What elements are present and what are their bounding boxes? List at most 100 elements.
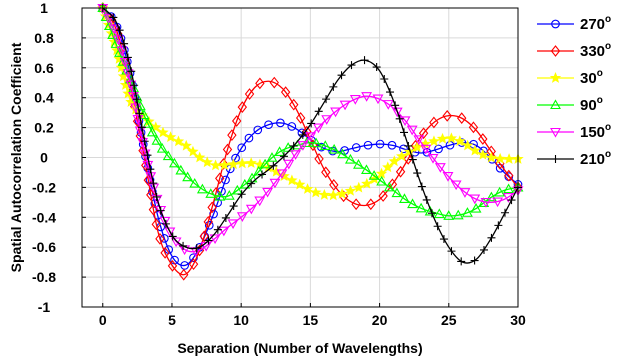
data-point <box>494 152 506 164</box>
data-point <box>420 144 432 155</box>
data-point <box>218 158 229 170</box>
data-point <box>480 198 492 208</box>
data-point <box>349 95 361 105</box>
data-point <box>507 196 516 205</box>
data-point <box>459 188 471 198</box>
data-point <box>428 135 440 147</box>
data-point <box>148 203 159 216</box>
data-point <box>120 39 129 48</box>
data-point <box>283 159 295 170</box>
series-90 <box>97 2 524 220</box>
data-point <box>403 153 413 165</box>
data-point <box>245 204 257 215</box>
legend-label: 90o <box>580 95 603 114</box>
data-point <box>289 98 299 111</box>
data-point <box>205 188 217 198</box>
data-point <box>319 140 331 150</box>
data-point <box>135 109 144 118</box>
data-point <box>221 175 230 185</box>
data-point <box>175 164 187 175</box>
data-point <box>204 220 214 230</box>
data-point <box>244 88 255 100</box>
x-tick-label: 10 <box>233 312 249 328</box>
data-point <box>470 256 479 265</box>
data-point <box>159 216 171 227</box>
legend-label: 270o <box>580 14 611 33</box>
y-axis-title: Spatial Autocorrelation Coefficient <box>8 42 24 272</box>
data-point <box>215 172 225 185</box>
data-point <box>150 121 162 133</box>
data-point <box>344 153 356 164</box>
data-point <box>146 165 155 174</box>
data-point <box>477 148 489 160</box>
data-point <box>280 86 291 98</box>
data-point <box>247 179 256 188</box>
data-point <box>351 198 361 211</box>
data-point <box>391 107 403 118</box>
data-point <box>231 115 242 127</box>
data-point <box>551 19 560 29</box>
y-tick-label: -1 <box>38 299 51 315</box>
data-point <box>469 194 481 205</box>
x-tick-label: 5 <box>168 312 176 328</box>
data-point <box>360 56 369 65</box>
data-point <box>503 153 515 164</box>
data-point <box>115 26 124 35</box>
data-point <box>168 157 180 168</box>
data-point <box>399 144 408 154</box>
data-point <box>361 177 373 189</box>
data-point <box>259 158 271 169</box>
data-point <box>399 193 410 203</box>
data-point <box>172 135 185 147</box>
y-tick-label: 0 <box>40 150 48 166</box>
data-point <box>337 71 346 80</box>
data-point <box>407 198 418 209</box>
data-point <box>329 82 338 91</box>
data-point <box>156 206 165 215</box>
legend-label-text: 30 <box>580 70 597 87</box>
data-point <box>450 180 462 191</box>
data-point <box>264 120 273 130</box>
data-point <box>255 77 265 90</box>
data-point <box>180 261 190 270</box>
data-point <box>161 219 170 228</box>
data-point <box>279 152 288 161</box>
data-point <box>468 121 479 134</box>
data-point <box>236 212 248 222</box>
data-point <box>378 190 388 202</box>
x-tick-label: 20 <box>372 312 388 328</box>
data-point <box>372 94 384 105</box>
data-point <box>366 198 376 211</box>
data-point <box>413 169 422 178</box>
data-point <box>314 153 324 165</box>
data-point <box>276 169 288 180</box>
data-point <box>406 125 418 136</box>
data-point <box>103 14 115 24</box>
data-point <box>227 129 237 142</box>
data-point <box>457 257 466 266</box>
data-point <box>487 233 496 242</box>
data-point <box>376 175 388 186</box>
data-point <box>403 145 416 157</box>
data-point <box>347 61 356 70</box>
legend-label: 150o <box>580 122 611 141</box>
legend-label-text: 90 <box>580 97 597 114</box>
data-point <box>245 157 257 168</box>
data-point <box>328 143 340 154</box>
data-point <box>386 88 395 97</box>
data-point <box>214 190 226 201</box>
data-point <box>274 146 286 156</box>
data-point <box>353 181 365 193</box>
data-point <box>415 202 427 213</box>
y-tick-label: 0.8 <box>34 30 54 46</box>
data-point <box>330 107 342 118</box>
data-point <box>152 192 161 201</box>
data-point <box>322 95 331 104</box>
data-point <box>404 141 413 150</box>
data-point <box>112 35 124 46</box>
data-point <box>494 221 503 230</box>
data-point <box>427 154 439 164</box>
data-point <box>433 208 445 219</box>
legend-label-text: 210 <box>580 151 605 168</box>
